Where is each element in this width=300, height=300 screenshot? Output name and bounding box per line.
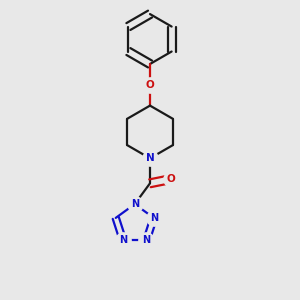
Text: O: O (146, 80, 154, 90)
Text: N: N (142, 235, 151, 245)
Text: N: N (146, 153, 154, 163)
Text: N: N (119, 235, 127, 245)
Text: N: N (131, 199, 139, 209)
Text: O: O (167, 174, 175, 184)
Text: N: N (150, 213, 158, 223)
